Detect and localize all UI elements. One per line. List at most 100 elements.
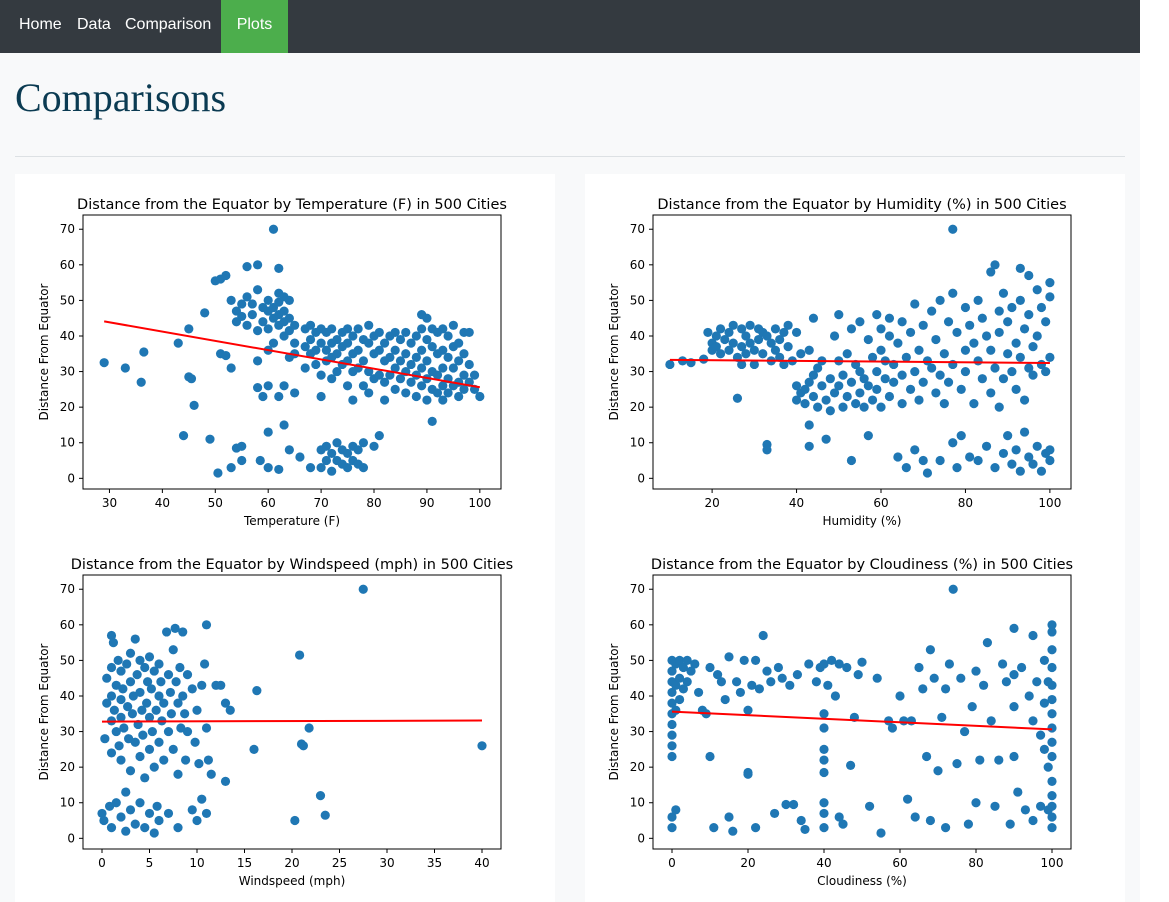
data-point <box>253 260 263 270</box>
data-point <box>971 666 981 676</box>
nav-comparison-link[interactable]: Comparison <box>125 16 212 33</box>
x-tick-label: 100 <box>1038 496 1061 510</box>
data-point <box>253 326 263 336</box>
data-point <box>863 334 873 345</box>
data-point <box>125 648 136 658</box>
y-tick-label: 20 <box>60 400 75 414</box>
data-point <box>933 766 943 776</box>
data-point <box>998 374 1009 384</box>
data-point <box>842 662 852 673</box>
data-point <box>379 338 390 348</box>
data-point <box>838 819 848 829</box>
data-point <box>162 627 172 637</box>
data-point <box>859 402 869 412</box>
data-point <box>720 694 730 705</box>
temperature-scatter-chart: 30 40 50 60 70 80 90 100010203040506070Distance… <box>37 197 507 528</box>
data-point <box>918 377 928 387</box>
data-point <box>279 420 289 430</box>
data-point <box>184 324 194 334</box>
data-point <box>1047 662 1057 673</box>
data-point <box>758 349 768 359</box>
nav-plots-link[interactable]: Plots <box>221 0 288 53</box>
data-point <box>675 694 685 705</box>
data-point <box>754 684 765 694</box>
data-point <box>808 313 819 323</box>
data-point <box>819 823 829 833</box>
data-point <box>1009 623 1019 633</box>
data-point <box>941 823 951 833</box>
data-point <box>1047 737 1057 747</box>
nav-home-link[interactable]: Home <box>19 16 62 33</box>
data-point <box>213 468 223 478</box>
data-point <box>149 828 159 838</box>
data-point <box>1047 680 1057 690</box>
data-point <box>952 463 962 473</box>
data-point <box>358 463 369 473</box>
data-point <box>417 345 427 355</box>
data-point <box>364 338 374 348</box>
data-point <box>342 338 353 348</box>
data-point <box>144 808 155 819</box>
data-point <box>300 363 310 373</box>
data-point <box>226 463 236 473</box>
data-point <box>1047 823 1057 833</box>
data-point <box>189 400 199 410</box>
x-tick-label: 30 <box>102 496 117 510</box>
data-point <box>667 687 677 698</box>
data-point <box>290 815 300 826</box>
data-point <box>279 306 289 316</box>
data-point <box>175 662 185 673</box>
data-point <box>743 769 753 779</box>
data-point <box>690 659 700 669</box>
y-tick-label: 20 <box>630 400 645 414</box>
data-point <box>804 345 814 355</box>
y-tick-label: 70 <box>630 582 645 596</box>
data-point <box>1003 349 1013 359</box>
data-point <box>194 758 204 769</box>
data-point <box>159 698 169 708</box>
data-point <box>897 398 907 409</box>
data-point <box>1039 698 1049 708</box>
data-point <box>925 815 936 826</box>
data-point <box>903 794 913 804</box>
data-point <box>876 828 886 838</box>
data-point <box>253 356 263 366</box>
data-point <box>274 263 284 273</box>
data-point <box>321 441 331 451</box>
x-tick-label: 100 <box>468 496 491 510</box>
data-point <box>827 655 837 666</box>
data-point <box>168 744 178 754</box>
y-tick-label: 40 <box>630 689 645 703</box>
data-point <box>967 702 977 712</box>
data-point <box>960 366 971 377</box>
y-tick-label: 0 <box>67 471 75 485</box>
data-point <box>990 801 1000 811</box>
data-point <box>156 677 166 687</box>
data-point <box>982 638 993 648</box>
data-point <box>897 317 907 327</box>
data-point <box>775 352 785 362</box>
data-point <box>475 391 485 402</box>
data-point <box>872 366 882 377</box>
data-point <box>895 691 905 701</box>
data-point <box>448 363 458 373</box>
data-point <box>777 673 787 683</box>
data-point <box>893 452 903 462</box>
data-point <box>990 363 1000 373</box>
data-point <box>779 327 789 338</box>
data-point <box>977 313 987 323</box>
data-point <box>304 723 314 733</box>
data-point <box>315 791 326 801</box>
data-point <box>935 370 945 380</box>
x-tick-label: 25 <box>332 856 347 870</box>
data-point <box>111 726 121 737</box>
data-point <box>311 345 321 355</box>
data-point <box>127 709 137 719</box>
data-point <box>438 324 448 334</box>
data-point <box>118 684 128 694</box>
nav-data-link[interactable]: Data <box>77 16 111 33</box>
data-point <box>152 801 162 811</box>
data-point <box>753 334 764 345</box>
data-point <box>671 805 681 815</box>
data-point <box>737 359 747 370</box>
